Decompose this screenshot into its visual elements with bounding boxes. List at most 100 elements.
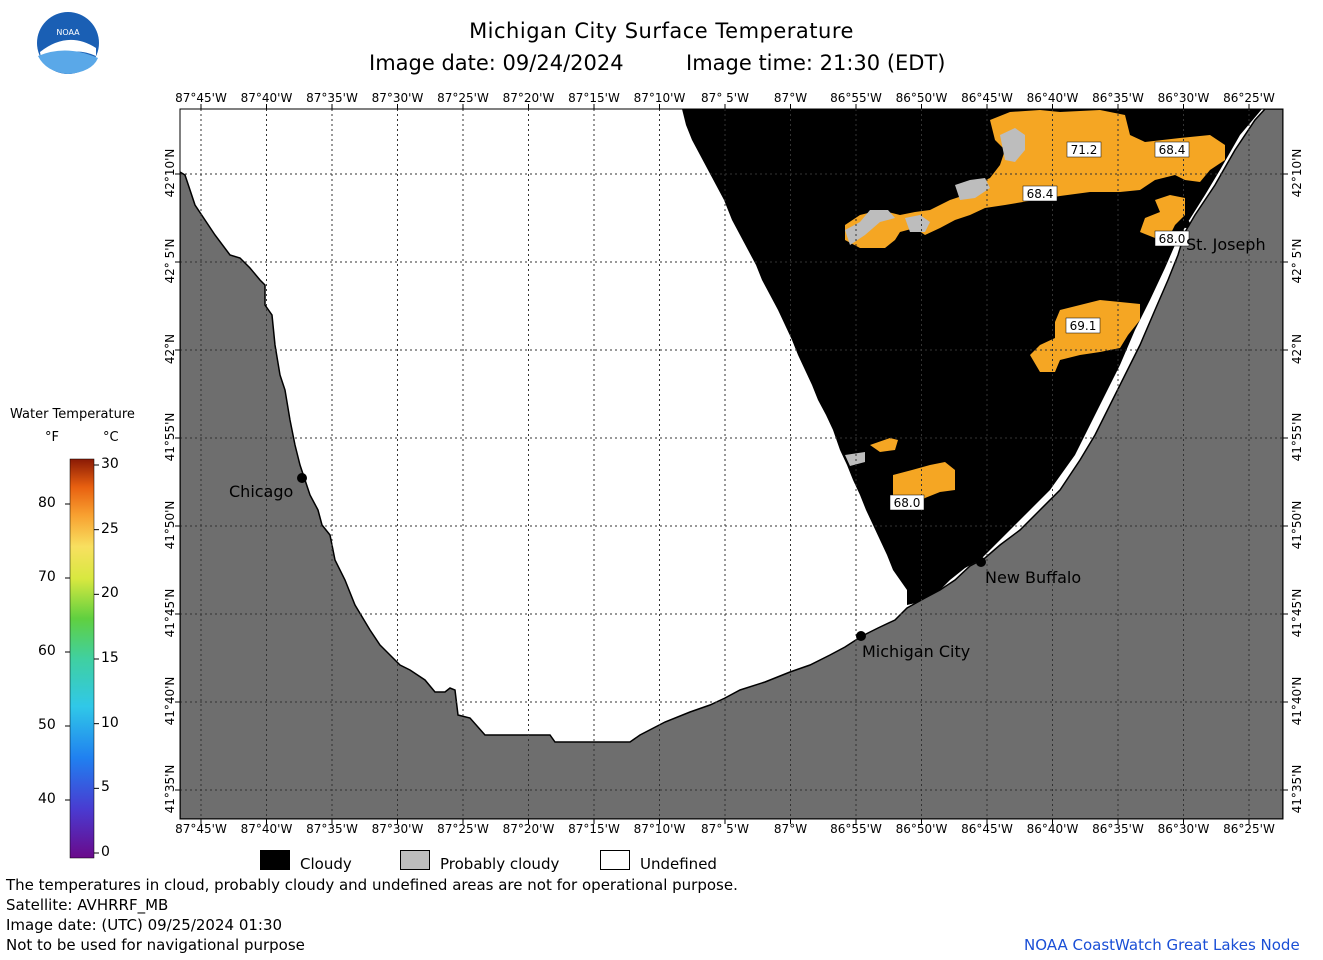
footer-satellite: Satellite: AVHRRF_MB <box>6 896 169 914</box>
sst-patch-south <box>893 462 955 505</box>
temp-label: 68.0 <box>1159 232 1186 246</box>
image-time-local: Image time: 21:30 (EDT) <box>686 51 946 75</box>
latitude-label: 41°35'N <box>1290 764 1304 814</box>
image-date-local: Image date: 09/24/2024 <box>369 51 624 75</box>
longitude-label: 87° 5'W <box>701 822 749 836</box>
latitude-label: 41°40'N <box>163 676 177 726</box>
legend-label-cloudy: Cloudy <box>300 855 352 873</box>
temperature-label-group: 71.2 68.4 68.4 68.0 69.1 68.0 <box>889 141 1190 511</box>
temp-label: 69.1 <box>1070 319 1097 333</box>
longitude-label: 87°20'W <box>502 91 555 105</box>
longitude-label: 86°55'W <box>830 91 882 105</box>
longitude-label: 86°50'W <box>895 822 948 836</box>
sst-patch-north <box>845 110 1225 248</box>
axis-ticks <box>175 104 1288 824</box>
colorbar-c-label: 30 <box>101 456 119 472</box>
latitude-label: 41°45'N <box>163 588 177 638</box>
colorbar-f-label: 40 <box>38 791 56 807</box>
legend-swatch-probably-cloudy <box>400 850 430 870</box>
legend-swatch-undefined <box>600 850 630 870</box>
noaa-logo-text: NOAA <box>56 28 80 37</box>
longitude-label: 87°45'W <box>175 91 227 105</box>
colorbar-f-label: 50 <box>38 717 56 733</box>
longitude-label: 86°35'W <box>1092 91 1144 105</box>
sst-patch-small <box>870 438 898 452</box>
temp-label: 68.0 <box>894 496 921 510</box>
longitude-label: 86°40'W <box>1026 91 1079 105</box>
longitude-label: 87°25'W <box>437 822 489 836</box>
footer-image-date-utc: Image date: (UTC) 09/25/2024 01:30 <box>6 916 283 934</box>
latitude-label: 42°10'N <box>1290 148 1304 198</box>
graticule <box>180 109 1283 819</box>
footer-credit: NOAA CoastWatch Great Lakes Node <box>1024 936 1300 954</box>
longitude-label: 87°30'W <box>371 822 424 836</box>
legend-swatch-cloudy <box>260 850 290 870</box>
longitude-label: 87°10'W <box>633 91 686 105</box>
sst-patch-mid <box>1030 300 1140 372</box>
city-label-st-joseph: St. Joseph <box>1186 235 1266 254</box>
city-marker-michigan-city <box>856 631 866 641</box>
longitude-label: 87°30'W <box>371 91 424 105</box>
noaa-logo-water <box>38 50 98 74</box>
longitude-label: 87°35'W <box>306 822 358 836</box>
city-marker-new-buffalo <box>976 557 986 567</box>
longitude-label: 86°30'W <box>1157 822 1210 836</box>
temp-label: 68.4 <box>1159 143 1186 157</box>
footer-note: The temperatures in cloud, probably clou… <box>6 876 738 894</box>
longitude-label: 87°45'W <box>175 822 227 836</box>
colorbar-c-label: 20 <box>101 585 119 602</box>
longitude-label: 87°35'W <box>306 91 358 105</box>
colorbar-ticks <box>65 464 99 854</box>
longitude-label: 87°15'W <box>568 822 620 836</box>
longitude-label: 86°30'W <box>1157 91 1210 105</box>
city-marker-st-joseph <box>1182 220 1190 228</box>
city-markers <box>297 220 1190 641</box>
temp-label: 71.2 <box>1071 143 1098 157</box>
longitude-label: 86°25'W <box>1223 822 1275 836</box>
latitude-label: 41°55'N <box>1290 412 1304 462</box>
city-label-michigan-city: Michigan City <box>862 642 971 661</box>
longitude-label: 86°35'W <box>1092 822 1144 836</box>
colorbar-unit-c: °C <box>103 430 119 445</box>
longitude-label: 87°15'W <box>568 91 620 105</box>
latitude-label: 41°50'N <box>1290 500 1304 550</box>
city-label-chicago: Chicago <box>229 482 294 501</box>
legend-label-undefined: Undefined <box>640 855 717 873</box>
sst-patches <box>845 110 1225 505</box>
colorbar <box>69 458 95 859</box>
longitude-label: 86°50'W <box>895 91 948 105</box>
colorbar-title: Water Temperature <box>10 407 135 422</box>
city-label-new-buffalo: New Buffalo <box>985 568 1082 587</box>
latitude-label: 41°45'N <box>1290 588 1304 638</box>
longitude-label: 87°40'W <box>240 91 293 105</box>
latitude-label: 42°10'N <box>163 148 177 198</box>
longitude-label: 87°40'W <box>240 822 293 836</box>
city-marker-chicago <box>297 473 307 483</box>
longitude-label: 86°45'W <box>961 91 1013 105</box>
footer-disclaimer: Not to be used for navigational purpose <box>6 936 305 954</box>
longitude-label: 86°55'W <box>830 822 882 836</box>
probably-cloudy-patches <box>845 128 1025 466</box>
longitude-label: 87°W <box>773 822 808 836</box>
land-area <box>180 109 1283 819</box>
longitude-label: 87°W <box>773 91 808 105</box>
latitude-label: 42°N <box>163 333 177 365</box>
longitude-label: 86°40'W <box>1026 822 1079 836</box>
colorbar-c-label: 15 <box>101 650 119 666</box>
colorbar-unit-f: °F <box>45 430 59 445</box>
latitude-label: 42° 5'N <box>1290 238 1304 284</box>
longitude-label: 86°25'W <box>1223 91 1275 105</box>
latitude-label: 41°35'N <box>163 764 177 814</box>
colorbar-c-label: 10 <box>101 714 119 731</box>
colorbar-c-label: 5 <box>101 779 110 796</box>
longitude-label: 87°10'W <box>633 822 686 836</box>
longitude-label: 87°25'W <box>437 91 489 105</box>
map-title: Michigan City Surface Temperature <box>469 19 854 43</box>
colorbar-c-label: 0 <box>101 844 110 860</box>
latitude-label: 42°N <box>1290 333 1304 365</box>
map-content: 71.2 68.4 68.4 68.0 69.1 68.0 <box>180 109 1283 819</box>
longitude-label: 87°20'W <box>502 822 555 836</box>
colorbar-f-label: 60 <box>38 643 56 659</box>
temp-label: 68.4 <box>1027 187 1054 201</box>
